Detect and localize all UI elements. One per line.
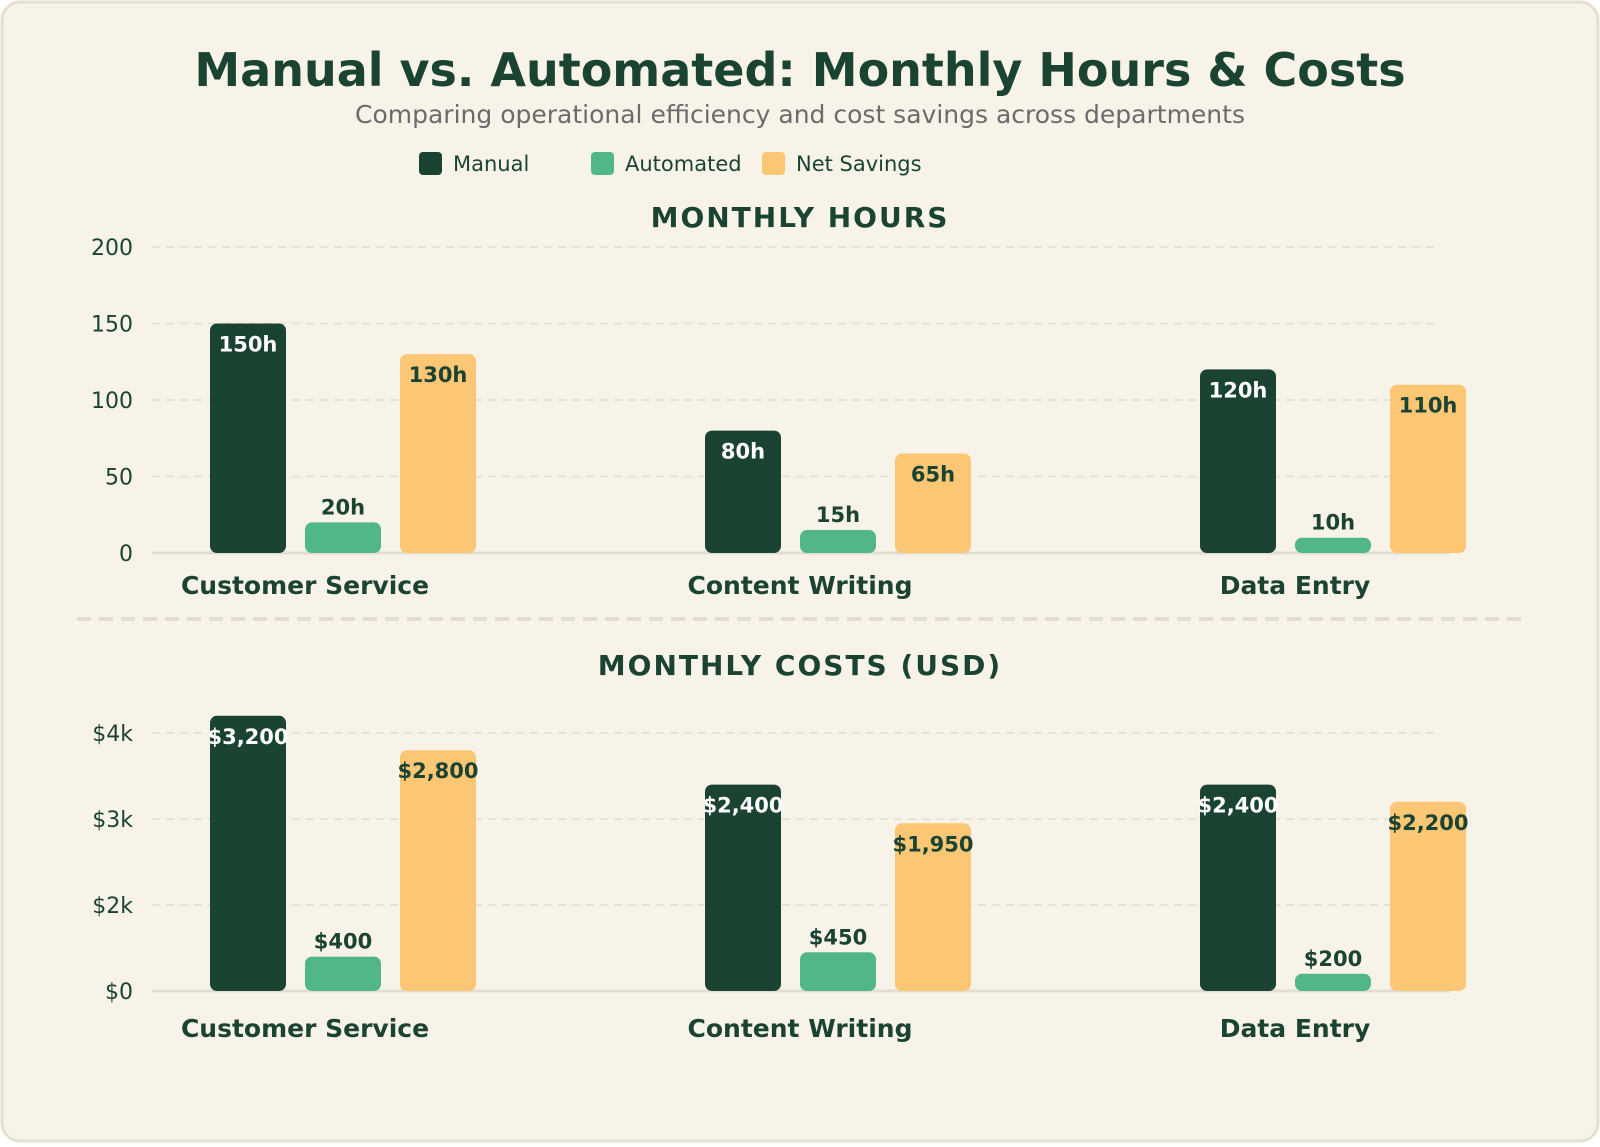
bar-manual-content-writing [705, 784, 781, 991]
data-label-savings-customer-service: $2,800 [397, 759, 478, 783]
y-tick-label: $2k [92, 894, 133, 919]
data-label-savings-customer-service: 130h [409, 363, 468, 387]
x-category-label-data-entry: Data Entry [1220, 1014, 1371, 1043]
series-manual: 150h 80h 120h [210, 323, 1276, 553]
data-label-automated-data-entry: $200 [1304, 947, 1362, 971]
legend-label-automated: Automated [625, 152, 742, 176]
legend-item-manual: Manual [419, 152, 529, 176]
legend-swatch-automated [591, 152, 614, 175]
y-tick-label: 200 [91, 236, 133, 261]
legend-swatch-savings [762, 152, 785, 175]
y-tick-label: $4k [92, 722, 133, 747]
x-category-label-customer-service: Customer Service [181, 571, 429, 600]
series-automated: 20h 15h 10h [305, 495, 1371, 553]
x-category-label-customer-service: Customer Service [181, 1014, 429, 1043]
bar-manual-data-entry [1200, 784, 1276, 991]
data-label-manual-customer-service: $3,200 [207, 725, 288, 749]
bar-manual-content-writing [705, 430, 781, 553]
bar-manual-customer-service [210, 715, 286, 991]
y-tick-label: 0 [119, 542, 133, 567]
data-label-automated-data-entry: 10h [1311, 511, 1355, 535]
bar-savings-content-writing [895, 453, 971, 553]
data-label-savings-data-entry: $2,200 [1387, 811, 1468, 835]
panel-title: MONTHLY HOURS [651, 201, 950, 234]
series-savings: 130h 65h 110h [400, 354, 1466, 553]
y-tick-label: $3k [92, 808, 133, 833]
y-tick-label: 100 [91, 389, 133, 414]
legend: Manual Automated Net Savings [419, 152, 922, 176]
bar-automated-customer-service [305, 522, 381, 553]
data-label-automated-customer-service: $400 [314, 930, 372, 954]
legend-swatch-manual [419, 152, 442, 175]
data-label-savings-content-writing: 65h [911, 463, 955, 487]
legend-item-net-savings: Net Savings [762, 152, 922, 176]
x-category-label-content-writing: Content Writing [688, 1014, 913, 1043]
series-automated: $400 $450 $200 [305, 925, 1371, 991]
bar-automated-content-writing [800, 530, 876, 553]
chart-title: Manual vs. Automated: Monthly Hours & Co… [194, 43, 1405, 97]
bar-automated-customer-service [305, 956, 381, 991]
data-label-manual-content-writing: 80h [721, 440, 765, 464]
bar-automated-data-entry [1295, 537, 1371, 553]
chart-subtitle: Comparing operational efficiency and cos… [355, 100, 1245, 129]
data-label-manual-content-writing: $2,400 [702, 794, 783, 818]
data-label-savings-content-writing: $1,950 [892, 832, 973, 856]
legend-label-manual: Manual [453, 152, 529, 176]
bar-manual-data-entry [1200, 369, 1276, 553]
bar-savings-customer-service [400, 750, 476, 991]
data-label-automated-customer-service: 20h [321, 495, 365, 519]
data-label-manual-data-entry: 120h [1209, 378, 1268, 402]
panel-monthly-costs-usd: MONTHLY COSTS (USD) $0 $2k $3k $4k $3,200 $2,4… [92, 649, 1468, 1043]
legend-label-savings: Net Savings [796, 152, 922, 176]
bar-automated-content-writing [800, 952, 876, 991]
bar-automated-data-entry [1295, 973, 1371, 991]
legend-item-automated: Automated [591, 152, 742, 176]
data-label-automated-content-writing: $450 [809, 925, 867, 949]
y-tick-label: 150 [91, 313, 133, 338]
data-label-manual-customer-service: 150h [219, 333, 278, 357]
data-label-savings-data-entry: 110h [1399, 394, 1458, 418]
x-category-label-data-entry: Data Entry [1220, 571, 1371, 600]
bar-savings-data-entry [1390, 801, 1466, 991]
bar-manual-customer-service [210, 323, 286, 553]
bar-savings-customer-service [400, 354, 476, 553]
bar-savings-data-entry [1390, 384, 1466, 553]
panel-title: MONTHLY COSTS (USD) [598, 649, 1002, 682]
data-label-automated-content-writing: 15h [816, 503, 860, 527]
series-manual: $3,200 $2,400 $2,400 [207, 715, 1279, 991]
series-savings: $2,800 $1,950 $2,200 [397, 750, 1469, 991]
y-tick-label: $0 [105, 980, 133, 1005]
bar-savings-content-writing [895, 823, 971, 991]
y-tick-label: 50 [105, 466, 133, 491]
x-category-label-content-writing: Content Writing [688, 571, 913, 600]
data-label-manual-data-entry: $2,400 [1197, 794, 1278, 818]
